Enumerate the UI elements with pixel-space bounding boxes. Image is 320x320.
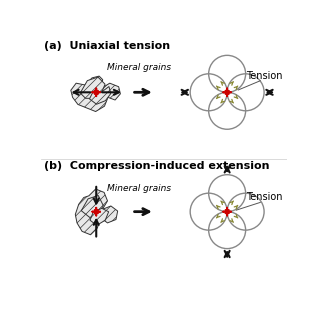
Text: Tension: Tension [246, 71, 282, 81]
Polygon shape [90, 208, 108, 225]
Polygon shape [90, 86, 111, 104]
Polygon shape [75, 189, 118, 235]
Text: (a)  Uniaxial tension: (a) Uniaxial tension [44, 41, 170, 51]
Text: Tension: Tension [246, 192, 282, 203]
Text: (b)  Compression-induced extension: (b) Compression-induced extension [44, 161, 269, 171]
Text: Mineral grains: Mineral grains [107, 184, 171, 193]
Polygon shape [81, 196, 103, 218]
Polygon shape [80, 77, 105, 98]
Text: Mineral grains: Mineral grains [107, 63, 171, 72]
Polygon shape [71, 76, 120, 112]
